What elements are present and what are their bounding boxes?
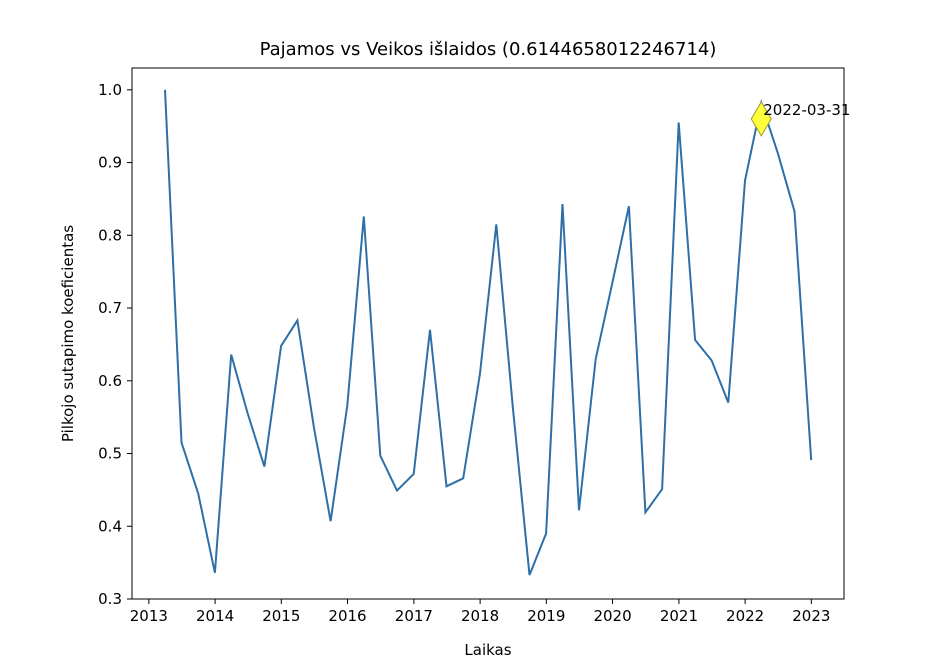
x-tick-label: 2021 [660, 607, 698, 625]
x-tick-label: 2018 [461, 607, 499, 625]
y-tick-label: 0.3 [98, 590, 122, 608]
plot-frame [131, 67, 845, 600]
y-tick-label: 0.8 [98, 226, 122, 244]
highlight-annotation: 2022-03-31 [763, 101, 850, 119]
y-tick-label: 0.4 [98, 517, 122, 535]
x-tick-label: 2023 [792, 607, 830, 625]
x-axis: 2013 2014 2015 2016 2017 2018 2019 2020 2021 2022… [130, 599, 830, 625]
x-axis-label: Laikas [464, 641, 511, 659]
x-tick-label: 2019 [527, 607, 565, 625]
y-tick-label: 0.5 [98, 445, 122, 463]
x-tick-label: 2022 [726, 607, 764, 625]
y-tick-label: 0.9 [98, 154, 122, 172]
x-tick-label: 2013 [130, 607, 168, 625]
y-tick-label: 0.6 [98, 372, 122, 390]
y-axis-label: Pilkojo sutapimo koeficientas [59, 225, 77, 442]
x-tick-label: 2020 [593, 607, 631, 625]
x-tick-label: 2014 [196, 607, 234, 625]
series-line [164, 89, 813, 576]
y-tick-label: 1.0 [98, 81, 122, 99]
x-tick-label: 2015 [262, 607, 300, 625]
plot-area: 2022-03-31 [131, 67, 850, 600]
x-tick-label: 2017 [395, 607, 433, 625]
chart-title: Pajamos vs Veikos išlaidos (0.6144658012… [260, 39, 717, 60]
y-axis: 0.3 0.4 0.5 0.6 0.7 0.8 0.9 1.0 [98, 81, 132, 608]
y-tick-label: 0.7 [98, 299, 122, 317]
x-tick-label: 2016 [328, 607, 366, 625]
highlight-marker [750, 100, 772, 137]
